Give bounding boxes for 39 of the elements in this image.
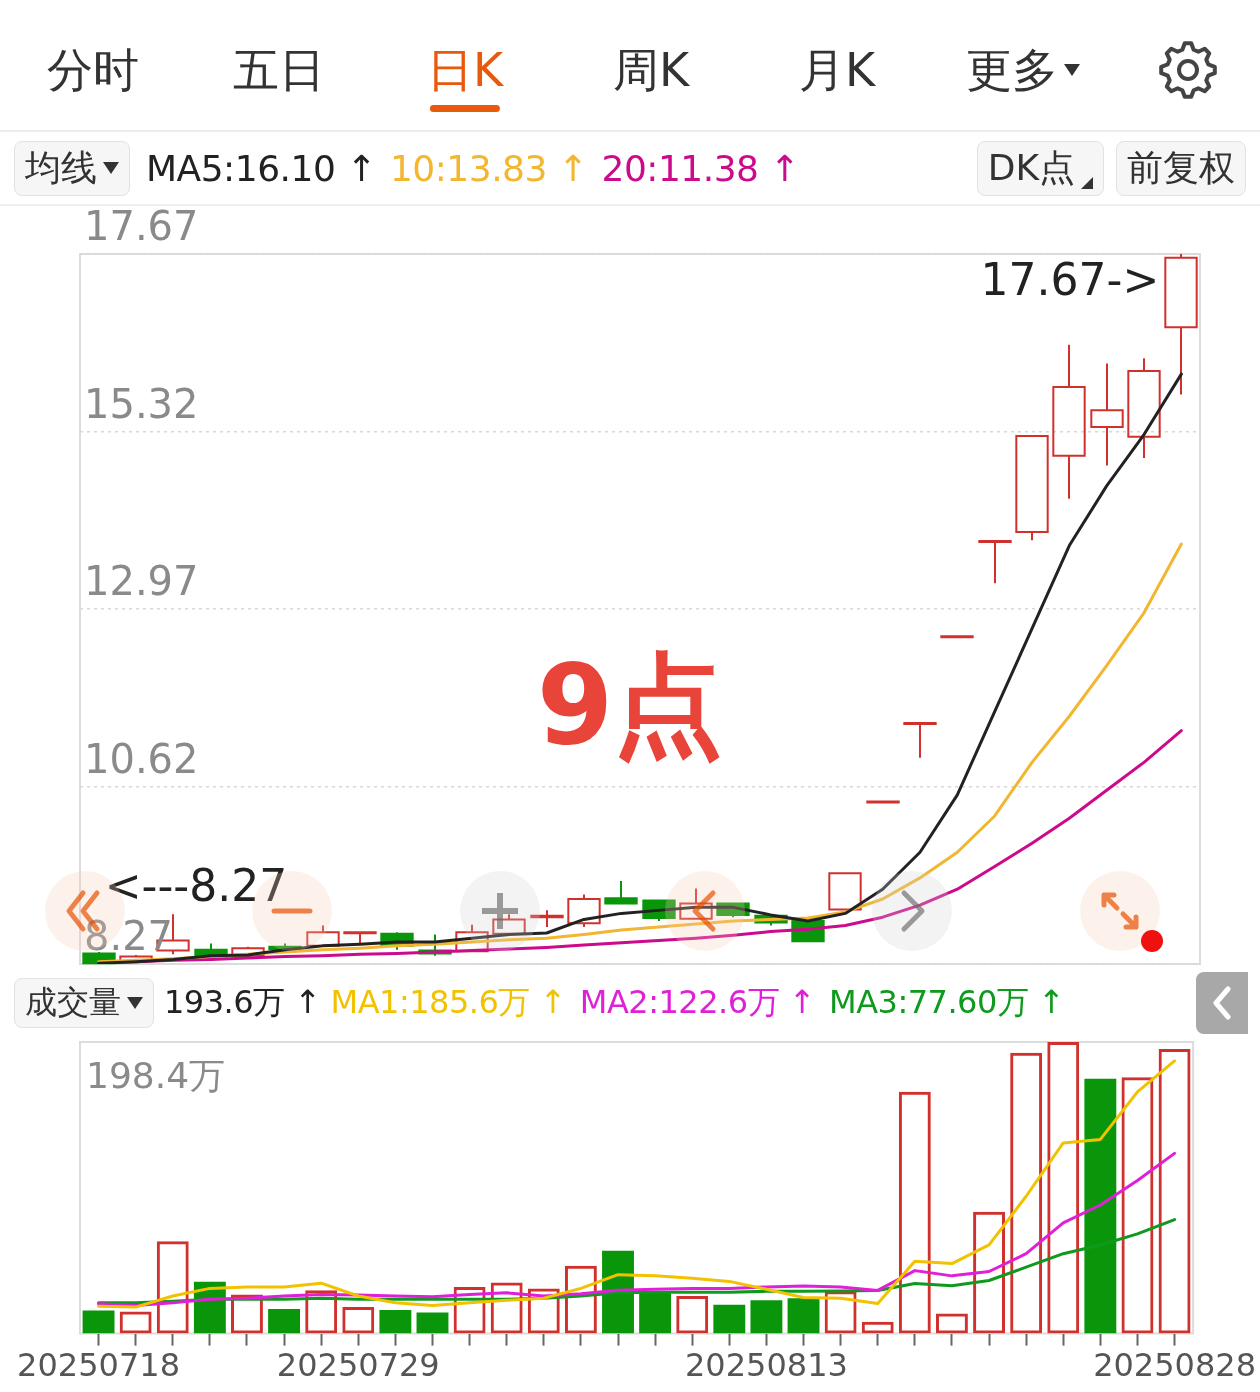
bar <box>750 1300 783 1334</box>
bar <box>82 1310 115 1334</box>
text: MA1:185.6万 ↑ <box>330 982 566 1023</box>
y-tick-label: 10.62 <box>84 735 199 782</box>
bar <box>787 1298 820 1334</box>
bar <box>639 1291 672 1334</box>
text: 日K <box>426 42 504 98</box>
bar <box>1084 1078 1117 1334</box>
annotation: 17.67-> <box>980 254 1160 306</box>
text: MA3:77.60万 ↑ <box>829 982 1065 1023</box>
text: 更多 <box>966 42 1058 98</box>
bar <box>416 1312 449 1334</box>
annotation: 198.4万 <box>86 1054 226 1098</box>
y-tick-label: 8.27 <box>84 913 174 960</box>
annotation: <---8.27 <box>104 860 288 912</box>
x-tick-label: 20250729 <box>276 1346 440 1385</box>
text: 193.6万 ↑ <box>164 982 321 1023</box>
y-tick-label: 12.97 <box>84 558 199 605</box>
annotation: 9点 <box>536 639 724 771</box>
text: 五日 <box>233 42 325 98</box>
y-tick-label: 15.32 <box>84 380 199 427</box>
text: 均线 <box>25 145 97 190</box>
x-tick-label: 20250718 <box>17 1346 180 1385</box>
text: MA5:16.10 ↑ <box>146 147 376 189</box>
text: 20:11.38 ↑ <box>601 147 800 189</box>
x-tick-label: 20250828 <box>1093 1346 1256 1385</box>
x-tick-label: 20250813 <box>684 1346 848 1385</box>
bar <box>379 1309 412 1334</box>
text: MA2:122.6万 ↑ <box>579 982 816 1023</box>
text: DK点 <box>987 145 1075 190</box>
text: 前复权 <box>1127 145 1235 190</box>
y-tick-label: 17.67 <box>84 203 199 250</box>
text: 周K <box>612 42 690 98</box>
bar <box>268 1309 301 1334</box>
text: 成交量 <box>25 982 121 1023</box>
text: 分时 <box>47 42 139 98</box>
text: 月K <box>798 42 876 98</box>
bar <box>713 1304 746 1334</box>
text: 10:13.83 ↑ <box>389 147 588 189</box>
